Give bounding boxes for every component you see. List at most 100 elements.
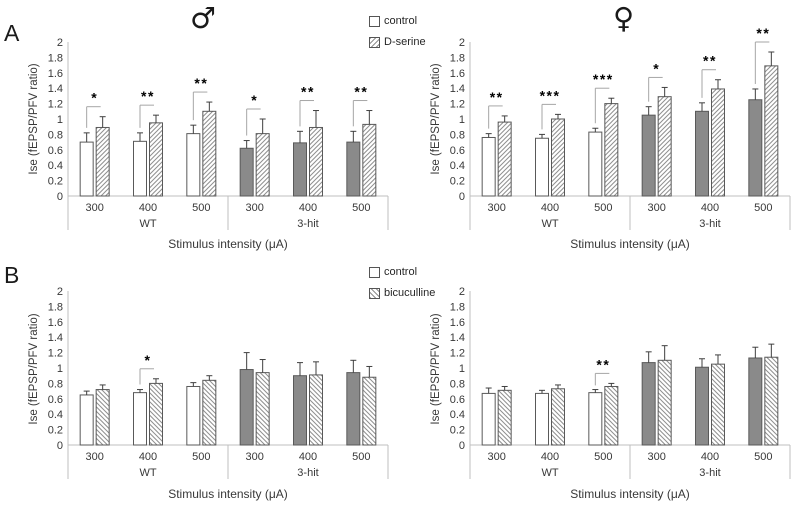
y-tick-label: 1.4 <box>48 83 63 95</box>
y-tick-label: 1.2 <box>48 99 63 111</box>
y-tick-label: 2 <box>57 37 63 49</box>
y-tick-label: 0.6 <box>450 394 465 406</box>
significance-stars: *** <box>593 71 614 87</box>
bar-control <box>133 140 147 197</box>
group-label: WT <box>139 467 156 479</box>
legend-item-bicuculline: bicuculline <box>369 287 435 299</box>
bar-control <box>293 375 307 446</box>
group-label: WT <box>541 218 558 230</box>
x-tick-label: 500 <box>192 202 210 214</box>
y-tick-label: 0.2 <box>48 425 63 437</box>
bar-control <box>79 141 94 197</box>
y-tick-label: 1.8 <box>450 52 465 64</box>
y-tick-label: 1.6 <box>48 68 63 80</box>
bar-control <box>695 110 709 197</box>
y-tick-label: 0 <box>57 440 63 452</box>
x-tick-label: 400 <box>139 202 157 214</box>
x-tick-label: 300 <box>487 451 505 463</box>
legend-label-dserine: D-serine <box>384 36 426 48</box>
legend-label-control: control <box>384 266 418 278</box>
y-tick-label: 1.8 <box>450 301 465 313</box>
x-axis-title-b-male: Stimulus intensity (μA) <box>168 487 288 501</box>
significance-stars: ** <box>596 356 610 372</box>
x-tick-label: 400 <box>299 451 317 463</box>
y-tick-label: 0.4 <box>450 160 465 172</box>
bar-D-serine <box>551 118 565 197</box>
bar-control <box>481 136 496 197</box>
y-tick-label: 1.6 <box>450 68 465 80</box>
bar-control <box>133 392 147 446</box>
legend-panel-b: control bicuculline <box>369 266 435 299</box>
y-tick-label: 1 <box>57 114 63 126</box>
bar-control <box>588 392 603 446</box>
bar-bicuculline <box>309 374 323 446</box>
x-axis-title-a-male: Stimulus intensity (μA) <box>168 237 288 251</box>
control-swatch-icon <box>369 15 380 27</box>
x-tick-label: 300 <box>647 202 665 214</box>
significance-stars: * <box>91 90 98 106</box>
bar-control <box>186 133 201 197</box>
y-tick-label: 1.4 <box>450 332 465 344</box>
bar-control <box>79 394 94 446</box>
x-axis-title-a-female: Stimulus intensity (μA) <box>570 237 690 251</box>
significance-stars: ** <box>756 25 770 41</box>
y-tick-label: 0.6 <box>48 145 63 157</box>
bar-bicuculline <box>95 389 110 446</box>
female-symbol: ♀ <box>613 1 635 35</box>
bar-control <box>346 141 361 197</box>
significance-stars: ** <box>141 88 155 104</box>
bar-bicuculline <box>657 359 672 446</box>
y-tick-label: 2 <box>57 286 63 298</box>
y-axis-title-a-female: Ise (fEPSP/PFV ratio) <box>430 63 442 175</box>
bar-control <box>748 357 763 446</box>
legend-label-bicuculline: bicuculline <box>384 287 436 299</box>
y-tick-label: 1.4 <box>48 332 63 344</box>
x-tick-label: 400 <box>541 202 559 214</box>
bar-control <box>186 385 201 446</box>
control-swatch-icon <box>369 266 380 278</box>
x-tick-label: 400 <box>701 202 719 214</box>
x-tick-label: 500 <box>352 202 370 214</box>
y-axis-title-b-female: Ise (fEPSP/PFV ratio) <box>430 313 442 425</box>
y-tick-label: 1.6 <box>48 317 63 329</box>
significance-stars: ** <box>301 84 315 100</box>
y-tick-label: 1.4 <box>450 83 465 95</box>
y-tick-label: 0.6 <box>450 145 465 157</box>
y-tick-label: 0.8 <box>48 129 63 141</box>
legend-panel-a: control D-serine <box>369 15 426 48</box>
panel-b-label: B <box>4 262 20 288</box>
bar-bicuculline <box>362 376 377 446</box>
bar-control <box>535 137 549 197</box>
x-tick-label: 500 <box>192 451 210 463</box>
male-symbol: ♂ <box>190 1 216 35</box>
significance-stars: * <box>145 352 152 368</box>
group-label: 3-hit <box>297 467 318 479</box>
bar-control <box>535 392 549 446</box>
x-tick-label: 300 <box>245 202 263 214</box>
x-tick-label: 300 <box>647 451 665 463</box>
bar-bicuculline <box>149 382 163 446</box>
bar-bicuculline <box>255 372 270 446</box>
group-label: 3-hit <box>699 467 720 479</box>
chart-b-female: 0 0.2 0.4 0.6 0.8 1 1.2 1.4 1.6 1.8 2 300 400 500 ** 30… <box>450 286 791 479</box>
bar-D-serine <box>309 126 323 197</box>
y-tick-label: 2 <box>459 286 465 298</box>
bar-bicuculline <box>551 388 565 446</box>
x-tick-label: 500 <box>754 451 772 463</box>
bar-D-serine <box>764 65 779 197</box>
legend-item-dserine: D-serine <box>369 36 426 48</box>
y-tick-label: 1.8 <box>48 52 63 64</box>
y-tick-label: 0 <box>57 191 63 203</box>
y-tick-label: 0.4 <box>48 409 63 421</box>
group-label: 3-hit <box>699 218 720 230</box>
bar-bicuculline <box>711 363 725 446</box>
bar-bicuculline <box>604 385 619 446</box>
bar-D-serine <box>604 103 619 197</box>
y-tick-label: 0.4 <box>48 160 63 172</box>
x-tick-label: 400 <box>701 451 719 463</box>
significance-stars: *** <box>540 87 561 103</box>
x-tick-label: 400 <box>299 202 317 214</box>
bar-bicuculline <box>497 389 512 446</box>
bar-D-serine <box>657 96 672 197</box>
